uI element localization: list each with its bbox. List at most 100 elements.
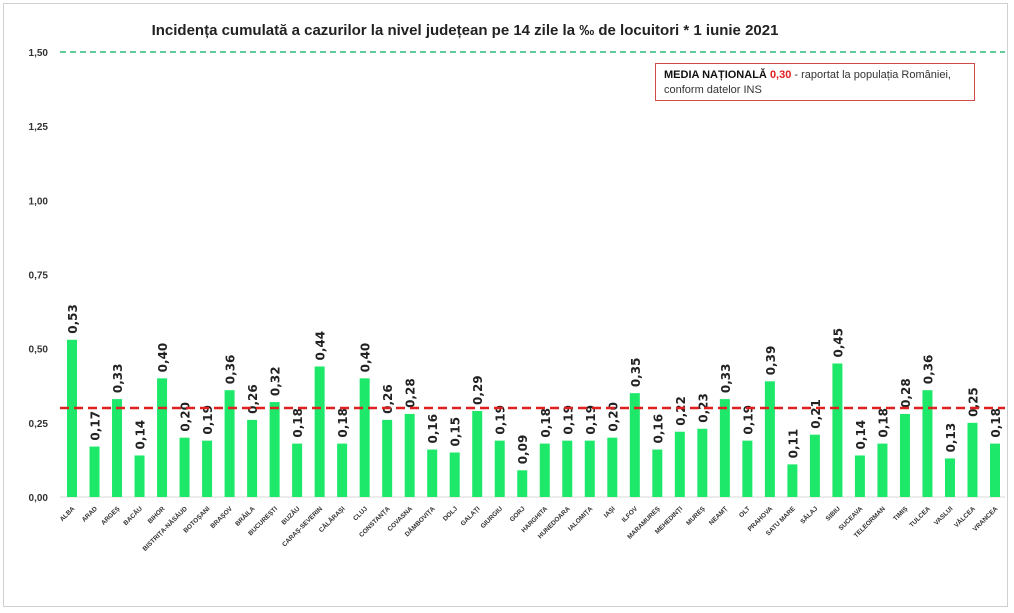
bar-brașov <box>224 390 235 497</box>
note-label: MEDIA NAȚIONALĂ <box>664 69 767 81</box>
data-label: 0,28 <box>899 378 913 408</box>
data-label: 0,26 <box>246 384 260 414</box>
bar-teleorman <box>877 443 888 497</box>
bar-bistrița-năsăud <box>179 437 190 497</box>
x-tick-label: NEAMȚ <box>708 505 729 526</box>
data-label: 0,19 <box>584 405 598 435</box>
x-tick-label: CARAȘ-SEVERIN <box>281 505 324 548</box>
data-label: 0,45 <box>831 328 845 358</box>
data-label: 0,40 <box>156 343 170 373</box>
data-label: 0,13 <box>944 423 958 453</box>
bar-tulcea <box>922 390 933 497</box>
data-label: 0,15 <box>449 417 463 447</box>
bar-botoșani <box>202 440 213 497</box>
y-tick-label: 0,00 <box>29 493 49 504</box>
bar-hunedoara <box>562 440 573 497</box>
data-label: 0,19 <box>561 405 575 435</box>
data-label: 0,28 <box>404 378 418 408</box>
data-label: 0,19 <box>201 405 215 435</box>
x-tick-label: IAȘI <box>603 505 617 519</box>
y-tick-label: 1,25 <box>29 122 49 133</box>
bar-bacău <box>134 455 145 497</box>
data-label: 0,20 <box>179 402 193 432</box>
bar-giurgiu <box>494 440 505 497</box>
data-label: 0,36 <box>224 355 238 385</box>
note-text-2: conform datelor INS <box>664 84 762 96</box>
bar-mureș <box>697 428 708 497</box>
x-tick-label: BIHOR <box>147 505 167 525</box>
x-tick-label: ARAD <box>81 505 99 523</box>
data-label: 0,32 <box>269 366 283 396</box>
data-label: 0,17 <box>89 411 103 441</box>
x-tick-label: IALOMIȚA <box>567 505 594 532</box>
x-tick-label: BACĂU <box>121 504 144 527</box>
bar-ialomița <box>584 440 595 497</box>
data-label: 0,09 <box>516 435 530 465</box>
bar-galați <box>472 410 483 497</box>
note-text: - raportat la populația României, <box>794 69 951 81</box>
data-label: 0,44 <box>314 331 328 361</box>
bar-vaslui <box>944 458 955 497</box>
bar-bucurești <box>269 402 280 497</box>
bar-prahova <box>764 381 775 497</box>
bar-satu mare <box>787 464 798 497</box>
bar-suceava <box>854 455 865 497</box>
x-tick-label: TULCEA <box>908 505 932 529</box>
bar-cluj <box>359 378 370 497</box>
bar-covasna <box>404 413 415 497</box>
x-tick-label: BRAȘOV <box>209 505 234 530</box>
x-tick-label: GIURGIU <box>480 505 505 530</box>
note-value: 0,30 <box>769 69 792 81</box>
data-label: 0,18 <box>989 408 1003 438</box>
x-tick-label: BUZĂU <box>279 504 302 527</box>
bar-dolj <box>449 452 460 497</box>
x-tick-label: DOLJ <box>442 505 459 522</box>
bar-vâlcea <box>967 422 978 497</box>
bar-arad <box>89 446 100 497</box>
data-label: 0,19 <box>741 405 755 435</box>
bar-argeș <box>112 399 123 497</box>
x-tick-label: BRĂILA <box>233 504 257 528</box>
bar-iași <box>607 437 618 497</box>
data-label: 0,16 <box>651 414 665 444</box>
x-tick-label: CLUJ <box>352 505 369 522</box>
bar-călărași <box>337 443 348 497</box>
x-tick-label: VASLUI <box>933 505 955 527</box>
data-label: 0,16 <box>426 414 440 444</box>
data-label: 0,18 <box>336 408 350 438</box>
bar-olt <box>742 440 753 497</box>
bar-sălaj <box>809 434 820 497</box>
x-tick-label: TIMIȘ <box>892 505 910 523</box>
data-label: 0,29 <box>471 375 485 405</box>
chart-frame <box>3 3 1008 607</box>
data-label: 0,40 <box>359 343 373 373</box>
bar-ilfov <box>629 393 640 497</box>
bar-maramureș <box>652 449 663 497</box>
bar-sibiu <box>832 363 843 497</box>
bar-timiș <box>899 413 910 497</box>
data-label: 0,35 <box>629 358 643 388</box>
national-average-note: MEDIA NAȚIONALĂ 0,30 - raportat la popul… <box>655 63 975 101</box>
data-label: 0,39 <box>764 346 778 376</box>
data-label: 0,18 <box>876 408 890 438</box>
x-tick-label: SIBIU <box>825 505 842 522</box>
bar-gorj <box>517 470 528 497</box>
bar-buzău <box>292 443 303 497</box>
data-label: 0,19 <box>494 405 508 435</box>
bar-neamț <box>719 399 730 497</box>
data-label: 0,36 <box>921 355 935 385</box>
bar-alba <box>67 339 77 497</box>
data-label: 0,33 <box>719 363 733 393</box>
y-tick-label: 1,00 <box>29 196 49 207</box>
data-label: 0,14 <box>854 420 868 450</box>
bar-brăila <box>247 419 258 497</box>
bar-vrancea <box>990 443 1000 497</box>
data-label: 0,14 <box>134 420 148 450</box>
bar-harghita <box>539 443 550 497</box>
bar-caraș-severin <box>314 366 325 497</box>
x-tick-label: ALBA <box>59 505 77 523</box>
x-tick-label: SĂLAJ <box>798 504 820 526</box>
x-tick-label: ARGEȘ <box>100 505 122 527</box>
bar-dâmbovița <box>427 449 438 497</box>
